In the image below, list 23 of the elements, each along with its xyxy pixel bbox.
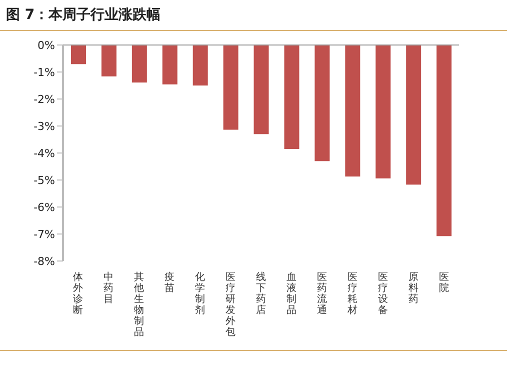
x-tick-label: 医院 — [438, 272, 449, 294]
x-tick-label: 体外诊断 — [73, 271, 84, 316]
x-tick-label: 其他生物制品 — [134, 271, 144, 338]
y-tick-label: -2% — [34, 92, 55, 106]
x-tick-label: 原料药 — [408, 272, 418, 305]
x-tick-label: 医疗研发外包 — [226, 272, 236, 338]
x-tick-label: 医疗耗材 — [346, 272, 358, 316]
y-tick-label: -7% — [34, 228, 55, 241]
y-tick-label: -6% — [34, 200, 55, 214]
x-tick-label: 血液制品 — [286, 271, 296, 316]
y-tick-label: -1% — [34, 66, 55, 79]
x-tick-label: 中药目 — [104, 271, 114, 305]
x-tick-label: 疫苗 — [164, 271, 175, 294]
y-tick-label: -5% — [34, 174, 55, 187]
y-tick-label: -4% — [34, 146, 55, 160]
y-tick-label: 0% — [38, 38, 55, 52]
y-tick-label: -3% — [34, 120, 55, 133]
y-tick-label: -8% — [34, 254, 55, 268]
x-tick-label: 医疗设备 — [378, 272, 388, 316]
x-tick-label: 医药流通 — [316, 272, 327, 316]
x-tick-label: 线下药店 — [256, 271, 266, 316]
chart-title: 图 7：本周子行业涨跌幅 — [6, 6, 161, 24]
x-tick-label: 化学制剂 — [195, 271, 206, 316]
